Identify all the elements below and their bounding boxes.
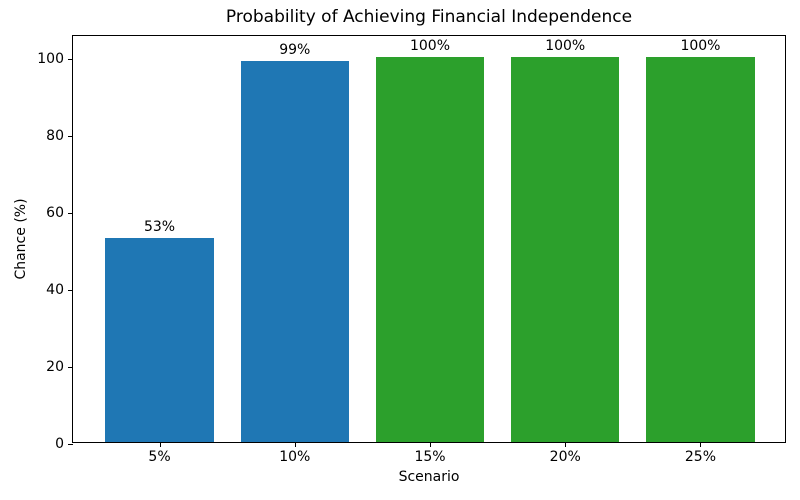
y-tick-mark: [68, 135, 73, 137]
bar: [511, 57, 620, 442]
y-tick-mark: [68, 58, 73, 60]
x-tick-mark: [430, 442, 431, 447]
x-tick-mark: [565, 442, 567, 447]
x-tick-label: 25%: [684, 449, 717, 465]
bar-value-label: 100%: [545, 38, 586, 55]
x-tick-label: 20%: [549, 449, 581, 465]
x-tick-label: 15%: [414, 449, 446, 465]
x-tick-label: 5%: [148, 449, 171, 465]
bar-value-label: 99%: [279, 41, 311, 58]
plot-area: 53% 5% 99% 10% 100% 15% 100% 20% 100% 25% 0 20 40 60 8…: [37, 35, 786, 465]
y-tick-label: 60: [46, 205, 64, 222]
y-tick-mark: [68, 212, 73, 214]
bar-value-label: 100%: [409, 38, 451, 55]
chart-title: Probability of Achieving Financial Indep…: [225, 7, 633, 27]
bar: [375, 57, 485, 442]
y-tick-label: 40: [46, 282, 64, 299]
x-tick-label: 10%: [279, 449, 311, 465]
y-tick-mark: [68, 289, 73, 291]
y-tick-mark: [68, 366, 73, 368]
y-axis-label: Chance (%): [13, 198, 29, 280]
x-tick-mark: [294, 442, 296, 447]
x-axis-label: Scenario: [398, 469, 460, 485]
bar-value-label: 53%: [143, 219, 176, 235]
x-tick-mark: [700, 442, 702, 447]
bar-value-label: 100%: [680, 38, 721, 55]
y-tick-label: 100: [37, 51, 64, 68]
y-tick-mark: [68, 443, 73, 445]
y-tick-label: 80: [46, 128, 64, 145]
bar: [646, 57, 755, 442]
y-tick-label: 0: [55, 436, 64, 452]
x-tick-mark: [159, 442, 161, 447]
bar: [240, 60, 349, 442]
y-tick-label: 20: [46, 359, 64, 376]
bar: [105, 238, 214, 442]
